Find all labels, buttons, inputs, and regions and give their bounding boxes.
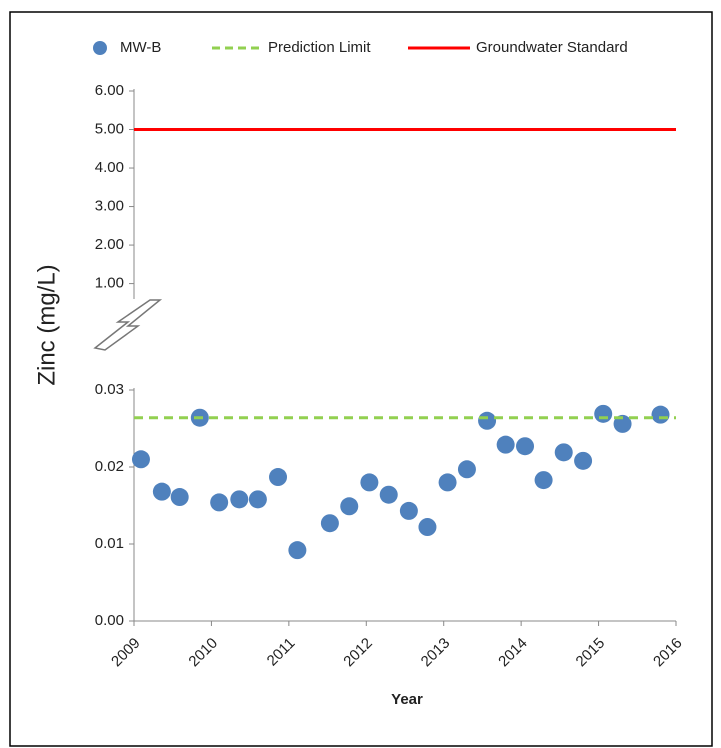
x-tick-label: 2011	[264, 635, 299, 670]
x-tick-label: 2016	[650, 635, 686, 671]
data-point	[288, 541, 307, 560]
data-point	[534, 471, 553, 490]
axis-break	[93, 299, 163, 351]
legend-label: MW-B	[120, 39, 161, 56]
data-point	[399, 501, 418, 520]
x-tick-label: 2012	[340, 635, 376, 671]
y-tick-label: 5.00	[95, 120, 124, 137]
data-point	[438, 473, 457, 492]
y-tick-label: 6.00	[95, 82, 124, 99]
y-tick-label: 4.00	[95, 159, 124, 176]
legend-marker	[93, 41, 107, 55]
data-point	[340, 497, 359, 516]
data-point	[170, 488, 189, 507]
data-point	[594, 404, 613, 423]
y-tick-label: 1.00	[95, 275, 124, 292]
data-point	[230, 490, 249, 509]
y-tick-label: 3.00	[95, 198, 124, 215]
x-tick-label: 2015	[573, 635, 609, 671]
data-point	[248, 490, 267, 509]
x-tick-label: 2014	[495, 635, 531, 671]
x-tick-label: 2009	[108, 635, 144, 671]
y-axis-title: Zinc (mg/L)	[33, 264, 60, 385]
data-point	[210, 493, 229, 512]
y-tick-label: 0.01	[95, 535, 124, 552]
frame	[9, 11, 713, 747]
data-point	[613, 414, 632, 433]
data-point	[269, 468, 288, 487]
data-point	[651, 405, 670, 424]
data-point	[131, 450, 150, 469]
y-tick-label: 0.03	[95, 381, 124, 398]
y-tick-label: 2.00	[95, 236, 124, 253]
data-point	[554, 443, 573, 462]
x-tick-label: 2013	[418, 635, 454, 671]
data-point	[320, 514, 339, 533]
y-tick-label: 0.02	[95, 458, 124, 475]
data-point	[457, 460, 476, 479]
data-point	[418, 518, 437, 537]
data-point	[379, 485, 398, 504]
x-axis-title: Year	[391, 691, 423, 708]
data-point	[496, 435, 515, 454]
data-point	[360, 473, 379, 492]
y-tick-label: 0.00	[95, 612, 124, 629]
legend-label: Groundwater Standard	[476, 39, 628, 56]
data-point	[574, 451, 593, 470]
data-point	[516, 437, 535, 456]
data-point	[152, 482, 171, 501]
legend-label: Prediction Limit	[268, 39, 371, 56]
data-point	[478, 411, 497, 430]
x-tick-label: 2010	[185, 635, 221, 671]
